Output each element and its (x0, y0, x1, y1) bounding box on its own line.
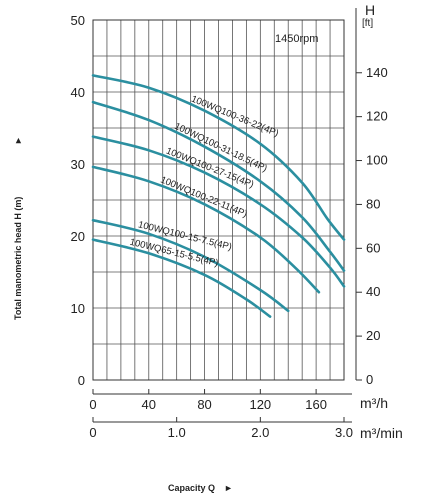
right-axis-tick-label: 0 (366, 372, 373, 387)
left-axis-tick-label: 20 (71, 229, 85, 244)
head-curve (91, 218, 290, 313)
chart-grid (92, 19, 345, 381)
x-axis-primary-tick-label: 0 (89, 397, 96, 412)
x-axis-primary-tick-label: 120 (249, 397, 271, 412)
x-axis-primary-tick-label: 40 (142, 397, 156, 412)
tick-labels: 0 20 40 60 80 100 120 140 0 10 20 30 40 50 0 40 80 120 160… (71, 13, 388, 440)
x-axis-label: Capacity Q (168, 483, 215, 493)
right-axis-tick-label: 40 (366, 284, 380, 299)
right-axis-unit: [ft] (362, 18, 373, 29)
head-curve (91, 165, 321, 294)
left-axis-tick-label: 50 (71, 13, 85, 28)
head-curve (91, 238, 272, 318)
chart-axes (92, 8, 362, 423)
right-axis-tick-label: 120 (366, 109, 388, 124)
left-axis-tick-label: 0 (78, 373, 85, 388)
x-axis-primary-tick-label: 80 (197, 397, 211, 412)
right-axis-tick-label: 20 (366, 328, 380, 343)
right-axis-symbol: H (365, 2, 375, 18)
x-axis-arrow: ► (224, 483, 233, 493)
head-curve (91, 100, 346, 272)
head-curve (91, 135, 346, 288)
y-axis-arrow: ► (13, 136, 23, 145)
speed-label: 1450rpm (275, 33, 318, 45)
x-axis-secondary-tick-label: 1.0 (168, 425, 186, 440)
right-axis-tick-label: 140 (366, 65, 388, 80)
x-axis-primary-tick-label: 160 (305, 397, 327, 412)
right-axis-tick-label: 100 (366, 153, 388, 168)
left-axis-tick-label: 10 (71, 301, 85, 316)
right-axis-tick-label: 60 (366, 240, 380, 255)
x-unit-secondary: m³/min (360, 425, 403, 441)
y-axis-label: Total manometric head H (m) (13, 197, 23, 320)
left-axis-tick-label: 30 (71, 157, 85, 172)
x-axis-secondary-tick-label: 3.0 (335, 425, 353, 440)
x-axis-secondary-tick-label: 2.0 (251, 425, 269, 440)
plot-frame (92, 19, 345, 381)
head-curve (91, 74, 346, 241)
left-axis-tick-label: 40 (71, 85, 85, 100)
x-axis-secondary-tick-label: 0 (89, 425, 96, 440)
right-axis-tick-label: 80 (366, 196, 380, 211)
x-unit-primary: m³/h (360, 395, 388, 411)
